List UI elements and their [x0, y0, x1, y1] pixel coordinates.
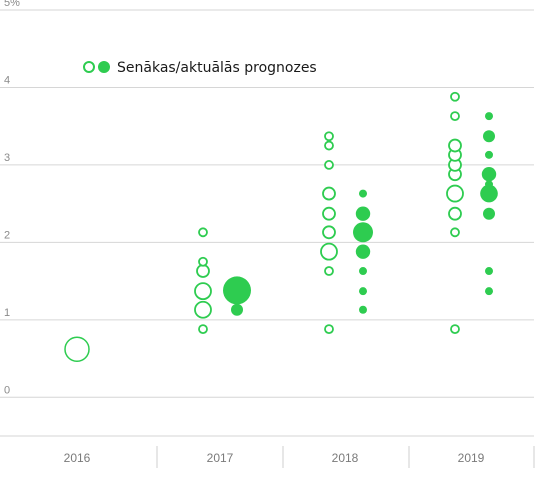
x-tick-label-2016: 2016: [64, 451, 91, 465]
filled-point-2018-7: [355, 206, 371, 221]
legend-filled-marker: [98, 61, 110, 73]
filled-point-2017-0: [231, 303, 243, 316]
hollow-point-2018-12: [322, 186, 336, 201]
legend: Senākas/aktuālās prognozes: [83, 60, 317, 76]
filled-point-2019-17: [485, 112, 493, 121]
filled-point-2019-14: [481, 167, 497, 182]
filled-point-2019-10: [485, 267, 493, 276]
hollow-point-2018-13: [324, 160, 334, 170]
x-tick-label-2019: 2019: [458, 451, 485, 465]
y-tick-label-1: 1: [4, 307, 10, 319]
hollow-point-2017-2: [194, 300, 212, 319]
hollow-point-2019-18: [448, 206, 462, 221]
hollow-point-2016-0: [64, 336, 90, 363]
x-tick-label-2017: 2017: [207, 451, 234, 465]
y-axis-ticks: 0 1 2 3 4 5%: [4, 0, 20, 396]
x-axis: 2016 2017 2018 2019: [0, 435, 535, 468]
hollow-point-2019-23: [448, 138, 462, 153]
filled-point-2019-15: [485, 150, 493, 159]
hollow-point-2019-25: [450, 91, 460, 102]
hollow-point-2017-4: [196, 264, 210, 278]
filled-point-2019-11: [483, 207, 495, 220]
hollow-point-2017-6: [198, 227, 208, 238]
hollow-point-2019-24: [450, 111, 460, 122]
hollow-point-2018-10: [322, 225, 336, 240]
legend-hollow-marker: [83, 61, 95, 73]
hollow-point-2018-7: [324, 324, 334, 335]
y-tick-label-5: 5%: [4, 0, 20, 9]
hollow-point-2018-11: [322, 206, 336, 221]
y-tick-label-4: 4: [4, 74, 10, 86]
hollow-point-2019-17: [450, 227, 460, 238]
filled-point-2018-4: [359, 267, 367, 276]
hollow-point-2018-8: [324, 266, 334, 276]
legend-label: Senākas/aktuālās prognozes: [117, 60, 317, 76]
y-tick-label-0: 0: [4, 384, 10, 396]
filled-point-2019-9: [485, 287, 493, 296]
hollow-point-2017-1: [198, 324, 208, 335]
hollow-point-2019-19: [446, 184, 464, 203]
hollow-point-2018-14: [324, 140, 334, 151]
filled-point-2018-2: [359, 305, 367, 314]
gridlines: [0, 9, 534, 398]
hollow-point-2017-3: [194, 282, 212, 301]
filled-point-2018-8: [359, 189, 367, 198]
filled-point-2019-16: [483, 130, 495, 143]
data-points: [64, 91, 498, 363]
y-tick-label-2: 2: [4, 229, 10, 241]
x-tick-label-2018: 2018: [332, 451, 359, 465]
filled-point-2019-12: [480, 184, 498, 203]
y-tick-label-3: 3: [4, 152, 10, 164]
filled-point-2018-3: [359, 287, 367, 296]
filled-point-2017-1: [223, 276, 251, 305]
hollow-point-2018-9: [320, 242, 338, 261]
hollow-point-2018-15: [324, 131, 334, 142]
hollow-point-2017-5: [198, 256, 208, 267]
filled-point-2019-13: [485, 180, 493, 189]
filled-point-2018-5: [355, 244, 371, 259]
filled-point-2018-6: [353, 222, 373, 243]
hollow-point-2019-16: [450, 324, 460, 335]
